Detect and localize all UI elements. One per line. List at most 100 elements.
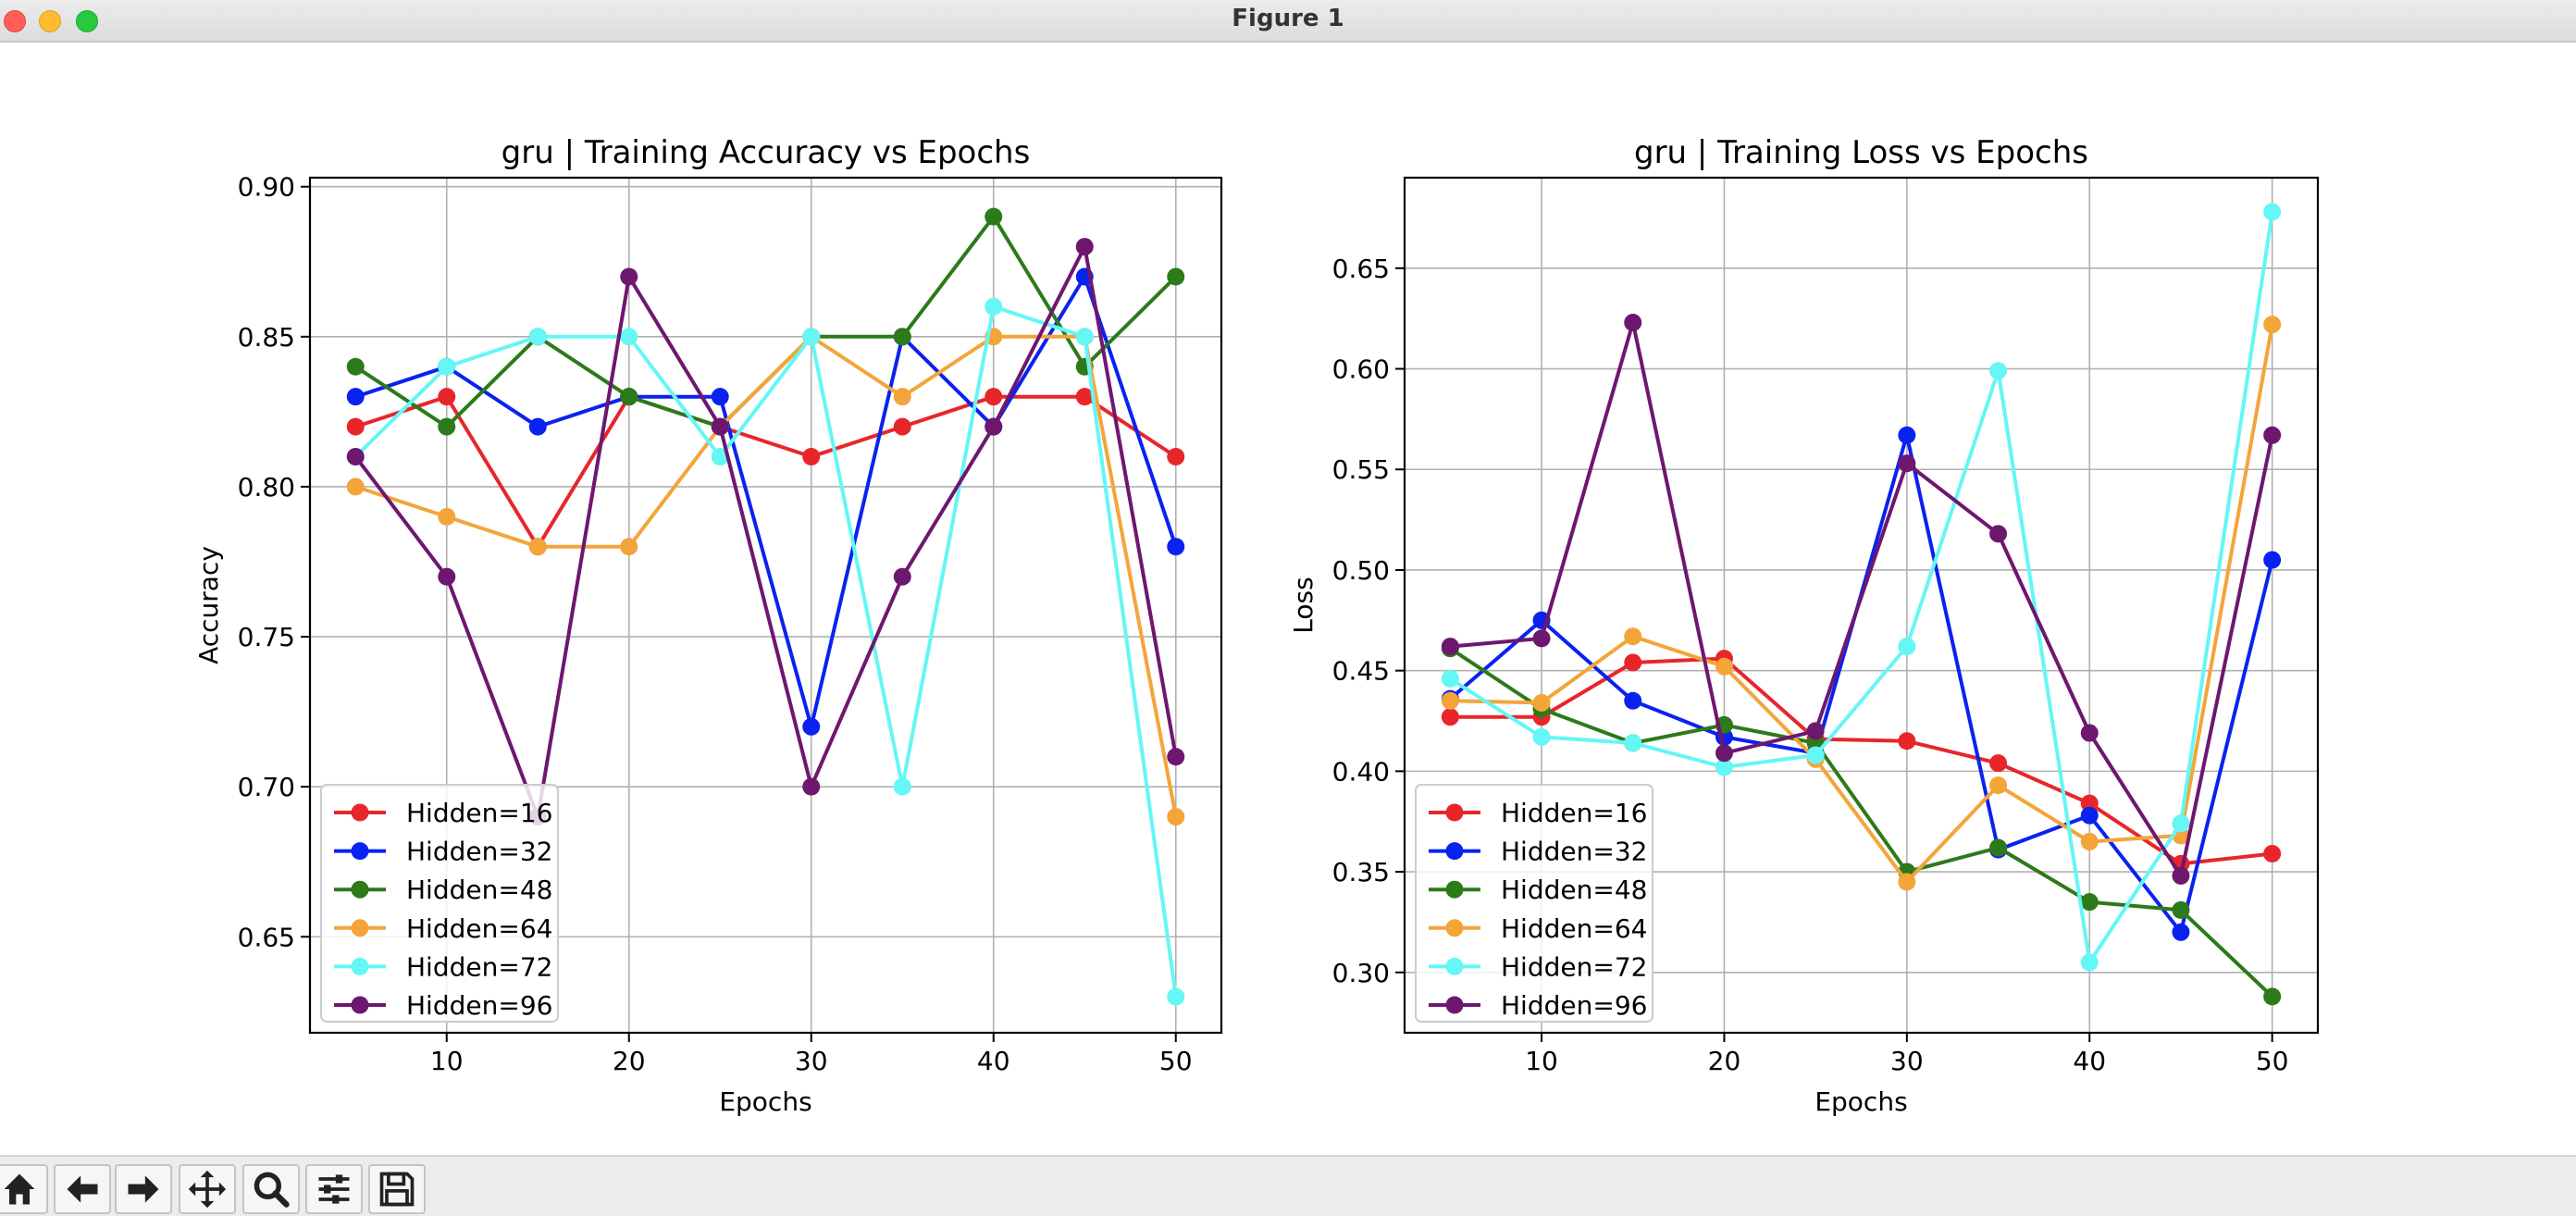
- data-point-hidden-96: [1989, 525, 2008, 543]
- data-point-hidden-16: [1167, 448, 1185, 466]
- data-point-hidden-48: [985, 207, 1003, 226]
- data-point-hidden-72: [802, 328, 821, 346]
- legend-marker-hidden-32: [1445, 842, 1464, 861]
- y-tick-label: 0.80: [238, 472, 295, 503]
- data-point-hidden-32: [2080, 806, 2099, 825]
- legend-label-hidden-72: Hidden=72: [1501, 951, 1647, 982]
- series-line-hidden-72: [1449, 211, 2274, 964]
- legend-label-hidden-32: Hidden=32: [406, 837, 552, 867]
- x-tick-label: 30: [1890, 1046, 1924, 1076]
- data-point-hidden-72: [1898, 638, 1916, 656]
- legend-label-hidden-64: Hidden=64: [1501, 913, 1647, 944]
- legend-frame: [1415, 784, 1653, 1023]
- legend-marker-hidden-32: [351, 842, 369, 861]
- data-point-hidden-96: [985, 417, 1003, 436]
- data-point-hidden-64: [346, 478, 365, 496]
- data-point-hidden-64: [528, 538, 547, 556]
- series-line-hidden-16: [354, 394, 1177, 549]
- data-point-hidden-72: [1624, 734, 1642, 752]
- x-tick-label: 20: [1708, 1046, 1741, 1076]
- series-line-hidden-96: [353, 244, 1178, 819]
- data-point-hidden-72: [1532, 727, 1551, 746]
- x-tick-label: 40: [977, 1046, 1010, 1076]
- data-point-hidden-16: [1898, 732, 1916, 751]
- data-point-hidden-96: [711, 417, 729, 436]
- move-icon: [188, 1170, 227, 1209]
- data-point-hidden-96: [438, 567, 456, 586]
- y-tick-label: 0.65: [1332, 254, 1390, 284]
- x-tick-label: 50: [1159, 1046, 1193, 1076]
- data-point-hidden-64: [1441, 691, 1459, 710]
- x-tick-label: 30: [795, 1046, 828, 1076]
- x-tick-label: 40: [2073, 1046, 2106, 1076]
- data-point-hidden-64: [2080, 832, 2099, 850]
- data-point-hidden-96: [2172, 866, 2190, 885]
- y-tick-label: 0.65: [238, 922, 295, 952]
- window-title: Figure 1: [1232, 5, 1344, 32]
- data-point-hidden-96: [1441, 638, 1459, 656]
- data-point-hidden-96: [346, 448, 365, 466]
- series-line-hidden-64: [354, 334, 1178, 817]
- data-point-hidden-64: [1532, 693, 1551, 712]
- data-point-hidden-72: [711, 448, 729, 466]
- data-point-hidden-72: [893, 777, 911, 796]
- data-point-hidden-72: [1989, 362, 2008, 380]
- legend-marker-hidden-72: [1445, 957, 1464, 975]
- data-point-hidden-32: [711, 388, 729, 406]
- series-line-hidden-64: [1450, 324, 2274, 884]
- maximize-window-button[interactable]: [76, 10, 98, 32]
- data-point-hidden-16: [1989, 754, 2008, 773]
- forward-button[interactable]: [115, 1164, 172, 1214]
- configure-subplots-button[interactable]: [305, 1164, 363, 1214]
- data-point-hidden-96: [1167, 748, 1185, 766]
- data-point-hidden-96: [893, 567, 911, 586]
- magnifier-icon: [254, 1172, 290, 1208]
- close-window-button[interactable]: [4, 10, 26, 32]
- data-point-hidden-96: [2263, 426, 2282, 444]
- y-tick-label: 0.75: [238, 622, 295, 652]
- data-point-hidden-72: [438, 357, 456, 376]
- y-tick-label: 0.40: [1332, 756, 1390, 787]
- data-point-hidden-64: [620, 538, 638, 556]
- data-point-hidden-48: [1167, 267, 1185, 286]
- x-tick-label: 50: [2256, 1046, 2289, 1076]
- y-tick-label: 0.70: [238, 772, 295, 802]
- x-tick-label: 10: [430, 1046, 464, 1076]
- y-tick-label: 0.60: [1332, 354, 1390, 385]
- data-point-hidden-16: [2080, 794, 2099, 813]
- series-line-hidden-72: [353, 304, 1178, 998]
- x-tick-label: 10: [1525, 1046, 1558, 1076]
- data-point-hidden-64: [1898, 873, 1916, 891]
- pan-button[interactable]: [179, 1164, 236, 1214]
- window-titlebar: Figure 1: [0, 0, 2576, 43]
- back-button[interactable]: [54, 1164, 111, 1214]
- data-point-hidden-72: [528, 328, 547, 346]
- legend-frame: [320, 784, 559, 1023]
- data-point-hidden-72: [2080, 953, 2099, 972]
- axes-frame: [1403, 176, 2320, 1035]
- legend: Hidden=16 Hidden=32 Hidden=48 Hidden=64 Hidd…: [320, 784, 559, 1023]
- y-tick-label: 0.85: [238, 322, 295, 353]
- data-point-hidden-16: [438, 388, 456, 406]
- y-tick-label: 0.45: [1332, 656, 1390, 687]
- minimize-window-button[interactable]: [39, 10, 61, 32]
- home-button[interactable]: [0, 1164, 48, 1214]
- data-point-hidden-48: [438, 417, 456, 436]
- data-point-hidden-72: [1441, 669, 1459, 688]
- figure-canvas[interactable]: 10 20 30 40 50 0.65 0.70 0.75 0.80 0.85 0.90 gru | …: [0, 43, 2576, 1155]
- data-point-hidden-48: [2263, 987, 2282, 1006]
- data-point-hidden-64: [438, 507, 456, 526]
- data-point-hidden-96: [802, 777, 821, 796]
- y-axis-label: Accuracy: [193, 546, 224, 664]
- data-point-hidden-16: [1624, 653, 1642, 672]
- data-point-hidden-64: [1715, 657, 1733, 676]
- data-point-hidden-16: [1441, 708, 1459, 726]
- data-point-hidden-96: [620, 267, 638, 286]
- series-line-hidden-96: [1450, 320, 2274, 878]
- save-button[interactable]: [368, 1164, 426, 1214]
- data-point-hidden-96: [1806, 722, 1825, 740]
- data-point-hidden-48: [620, 388, 638, 406]
- zoom-button[interactable]: [242, 1164, 300, 1214]
- data-point-hidden-72: [2263, 203, 2282, 221]
- data-point-hidden-72: [2172, 814, 2190, 833]
